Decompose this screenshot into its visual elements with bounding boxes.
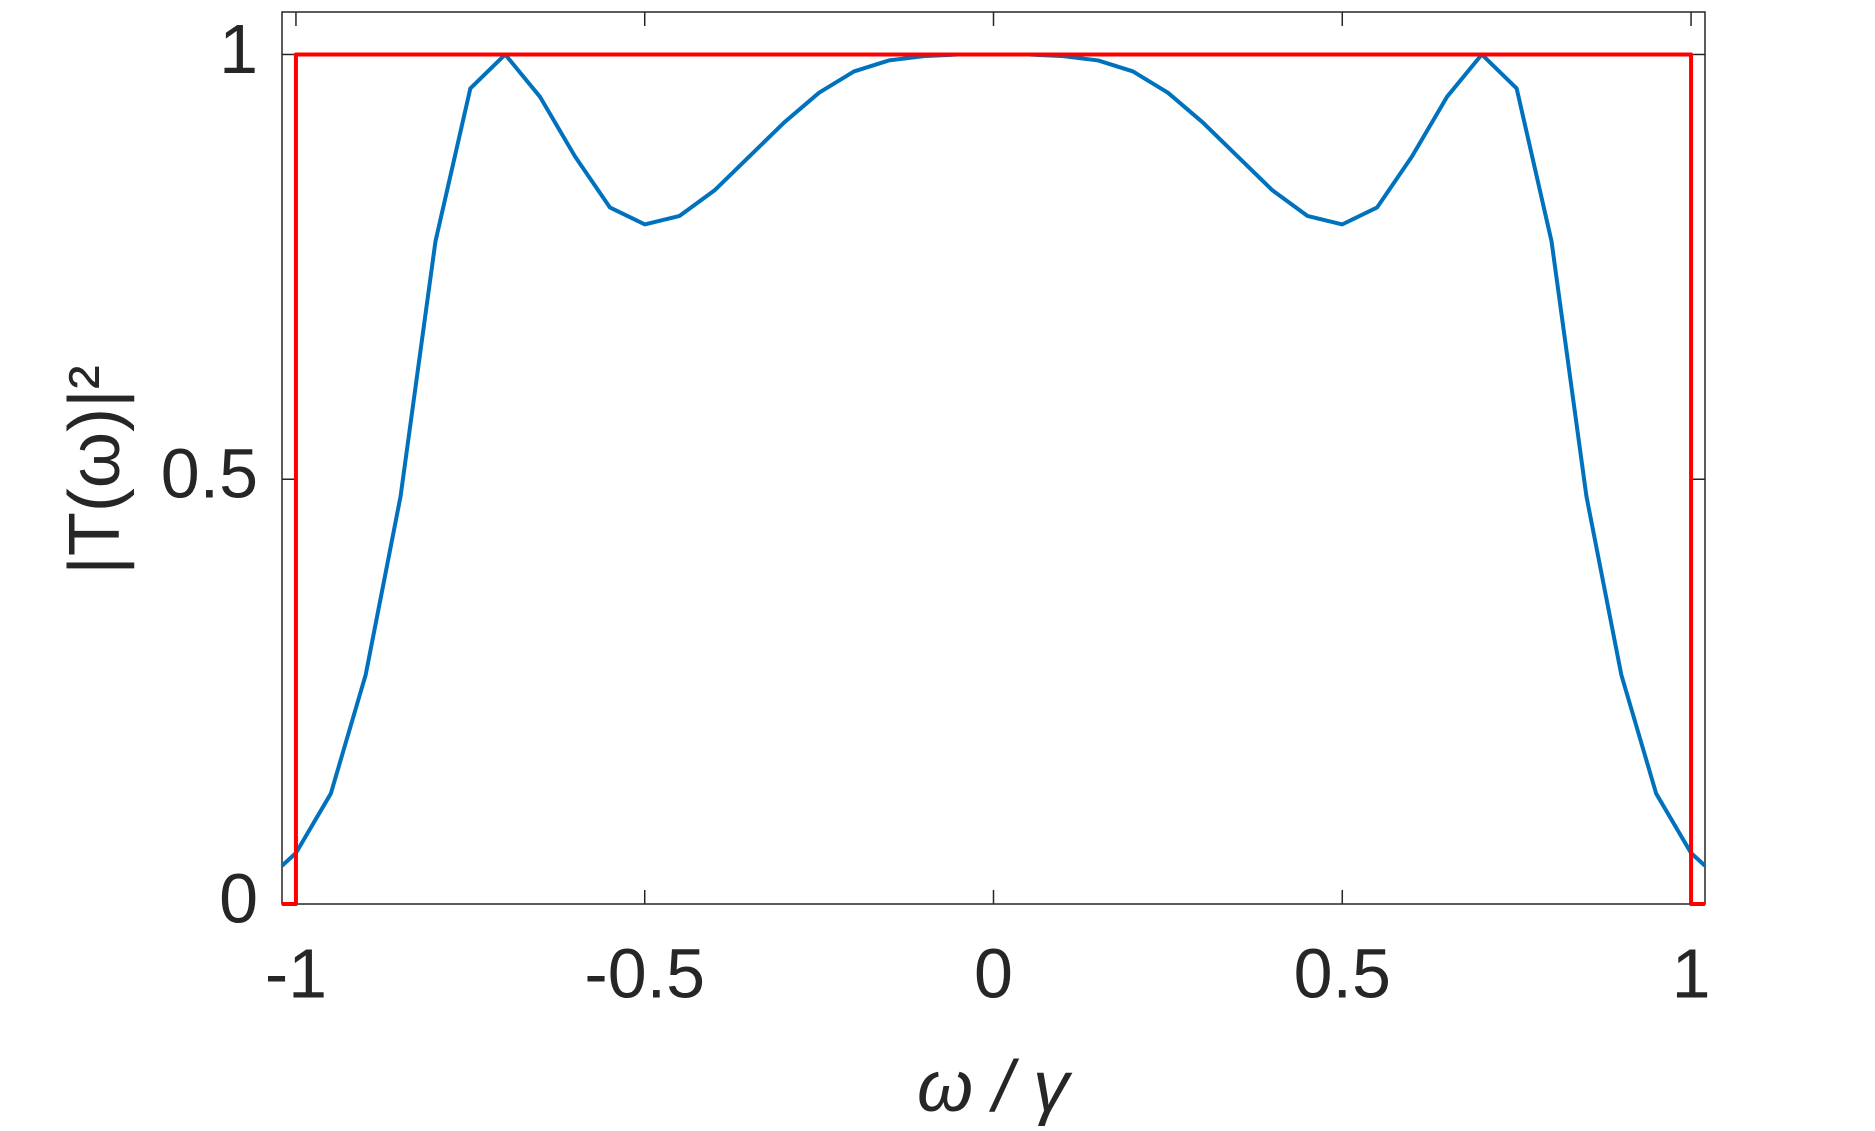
y-tick-label: 1 <box>219 10 258 88</box>
y-tick-label: 0.5 <box>161 435 258 513</box>
x-tick-label: 0.5 <box>1294 934 1391 1012</box>
x-tick-label: 1 <box>1672 934 1711 1012</box>
x-tick-label: -1 <box>265 934 327 1012</box>
x-axis-label: ω / γ <box>917 1047 1073 1127</box>
x-tick-label: -0.5 <box>584 934 705 1012</box>
y-axis-label: |T(ω)|² <box>55 365 135 575</box>
y-tick-label: 0 <box>219 859 258 937</box>
plot-area <box>281 11 1706 905</box>
x-tick-label: 0 <box>974 934 1013 1012</box>
line <box>282 52 1705 906</box>
